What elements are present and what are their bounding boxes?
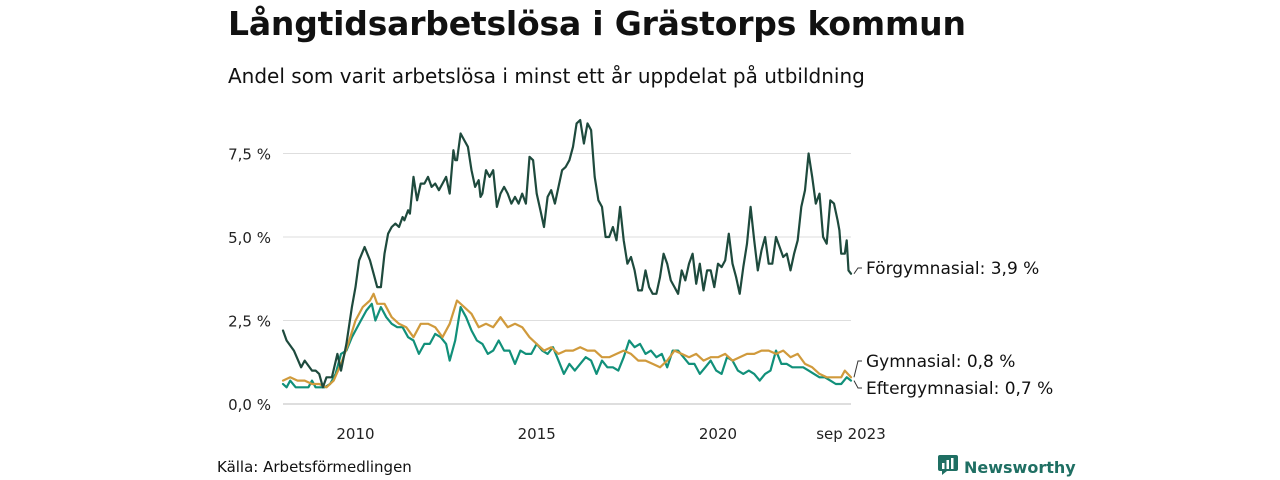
chart-subtitle: Andel som varit arbetslösa i minst ett å… <box>228 64 865 88</box>
brand: Newsworthy <box>938 455 1076 479</box>
y-tick-label: 2,5 % <box>228 313 271 331</box>
x-tick-label: 2015 <box>518 425 556 443</box>
newsworthy-logo-icon <box>938 455 958 479</box>
end-label-förgymnasial: Förgymnasial: 3,9 % <box>866 259 1039 279</box>
x-tick-label: 2020 <box>699 425 737 443</box>
end-label-gymnasial: Gymnasial: 0,8 % <box>866 352 1015 372</box>
x-tick-label: sep 2023 <box>816 425 886 443</box>
end-labels: Förgymnasial: 3,9 % Gymnasial: 0,8 % Efter… <box>853 259 1053 399</box>
y-tick-label: 7,5 % <box>228 146 271 164</box>
series-lines <box>281 119 853 389</box>
series-line-eftergymnasial <box>281 302 853 389</box>
end-label-eftergymnasial: Eftergymnasial: 0,7 % <box>866 379 1053 399</box>
y-tick-label: 0,0 % <box>228 396 271 414</box>
brand-name: Newsworthy <box>964 457 1076 477</box>
x-axis: 2010 2015 2020 sep 2023 <box>336 425 885 443</box>
y-axis: 0,0 % 2,5 % 5,0 % 7,5 % <box>228 146 271 415</box>
leader-line <box>853 360 862 378</box>
chart-title: Långtidsarbetslösa i Grästorps kommun <box>228 4 966 43</box>
gridlines <box>283 153 851 405</box>
leader-line <box>853 380 862 389</box>
y-tick-label: 5,0 % <box>228 229 271 247</box>
series-line-förgymnasial <box>281 119 853 389</box>
leader-line <box>853 267 862 275</box>
x-tick-label: 2010 <box>336 425 374 443</box>
source-note: Källa: Arbetsförmedlingen <box>217 458 412 476</box>
line-chart: 0,0 % 2,5 % 5,0 % 7,5 % 2010 2015 2020 sep 202… <box>228 119 1053 443</box>
series-line-gymnasial <box>281 292 853 389</box>
